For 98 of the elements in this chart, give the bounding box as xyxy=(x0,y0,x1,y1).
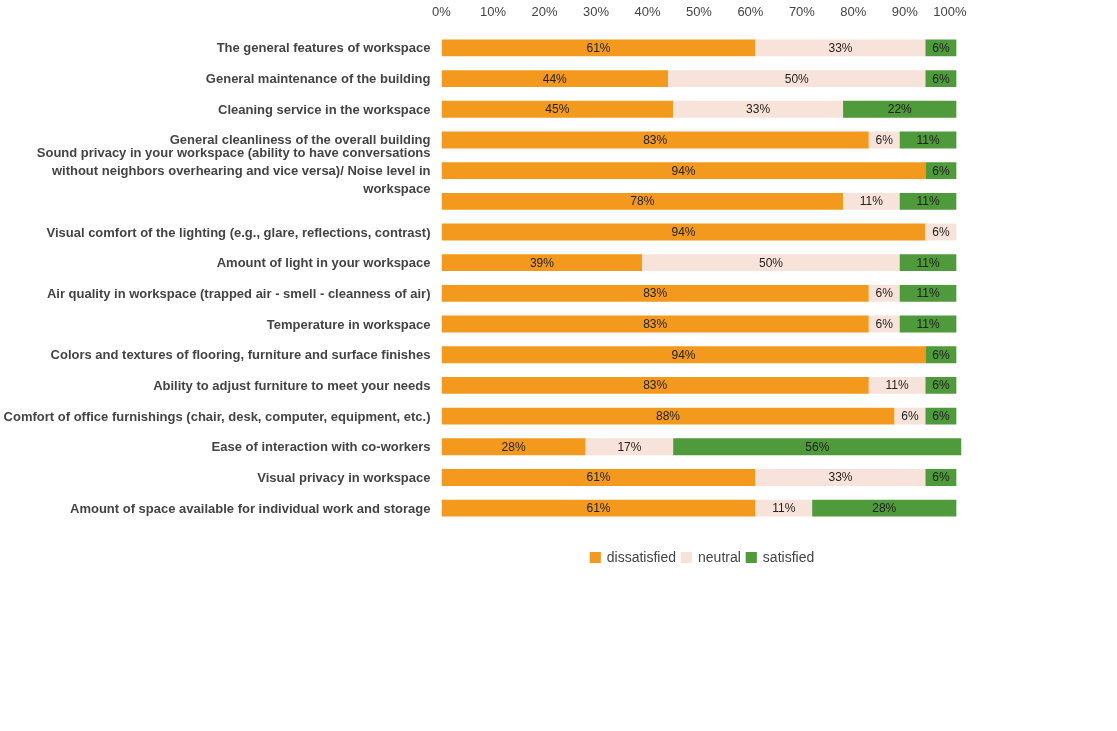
bar xyxy=(755,469,926,486)
data-label: 6% xyxy=(932,470,950,485)
data-label: 50% xyxy=(784,71,810,86)
bar xyxy=(441,315,869,333)
bar xyxy=(441,254,643,272)
data-label: 28% xyxy=(872,501,897,516)
bar xyxy=(673,438,962,456)
data-label: 11% xyxy=(916,255,940,270)
y-tick-label: Ease of interaction with co-workers xyxy=(211,439,431,455)
data-label: 17% xyxy=(617,439,642,454)
data-label: 6% xyxy=(901,409,920,424)
bar xyxy=(441,70,669,88)
bar xyxy=(441,131,869,149)
data-label: 6% xyxy=(932,378,950,393)
data-label: 11% xyxy=(916,194,940,209)
data-label: 11% xyxy=(916,286,940,301)
y-tick-label: Cleaning service in the workspace xyxy=(218,101,431,117)
data-label: 33% xyxy=(746,102,771,117)
bar xyxy=(441,223,926,241)
data-label: 56% xyxy=(805,439,830,454)
data-label: 61% xyxy=(586,470,611,485)
bar xyxy=(441,407,895,425)
legend-label: satisfied xyxy=(762,549,815,565)
bar xyxy=(843,100,957,118)
x-tick-label: 10% xyxy=(479,3,507,19)
bar xyxy=(812,499,957,517)
legend-label: dissatisfied xyxy=(606,549,677,565)
bar xyxy=(755,39,926,57)
data-label: 6% xyxy=(932,40,950,55)
y-tick-label: Colors and textures of flooring, furniture and surface finishes xyxy=(50,347,431,363)
y-tick-label: Temperature in workspace xyxy=(266,316,431,332)
y-tick-label: The general features of workspace xyxy=(216,40,431,56)
data-label: 45% xyxy=(545,102,570,117)
data-label: 33% xyxy=(828,40,853,55)
data-label: 6% xyxy=(875,317,894,332)
y-tick-label: Air quality in workspace (trapped air - smell - cleanness of air) xyxy=(46,285,431,301)
y-tick-label: Amount of light in your workspace xyxy=(216,255,431,271)
data-label: 6% xyxy=(932,225,950,239)
y-tick-label: Comfort of office furnishings (chair, desk, computer, equipment, etc.) xyxy=(3,408,431,424)
x-tick-label: 20% xyxy=(531,3,558,19)
y-tick-label: Visual privacy in workspace xyxy=(257,469,431,485)
bar xyxy=(441,284,869,302)
data-label: 78% xyxy=(630,194,655,209)
legend-label: neutral xyxy=(698,549,741,565)
bar xyxy=(441,499,756,517)
data-label: 6% xyxy=(932,347,950,362)
data-label: 6% xyxy=(932,163,950,178)
bar xyxy=(642,254,900,272)
data-label: 11% xyxy=(859,194,884,209)
bar xyxy=(441,438,586,456)
data-label: 28% xyxy=(501,439,526,454)
data-label: 11% xyxy=(916,317,940,332)
bar xyxy=(585,438,674,456)
bar xyxy=(668,70,926,88)
data-label: 50% xyxy=(759,255,784,270)
bar xyxy=(441,376,869,394)
bar xyxy=(441,192,844,210)
data-label: 94% xyxy=(671,225,696,239)
data-label: 11% xyxy=(885,378,910,393)
x-tick-label: 70% xyxy=(788,3,816,19)
x-tick-label: 50% xyxy=(685,3,713,19)
data-label: 6% xyxy=(875,132,894,147)
x-tick-label: 30% xyxy=(582,3,610,19)
x-tick-label: 100% xyxy=(933,3,967,19)
data-label: 61% xyxy=(586,501,611,516)
x-tick-label: 0% xyxy=(432,3,452,19)
y-tick-label: General maintenance of the building xyxy=(205,71,431,87)
y-tick-label: Visual comfort of the lighting (e.g., glare, reflections, contrast) xyxy=(46,224,431,240)
data-label: 6% xyxy=(932,71,950,86)
bar xyxy=(441,346,926,364)
x-tick-label: 80% xyxy=(840,3,867,19)
data-label: 44% xyxy=(542,71,568,86)
data-label: 6% xyxy=(932,409,950,424)
bar xyxy=(441,100,674,118)
data-label: 83% xyxy=(643,317,668,332)
data-label: 39% xyxy=(529,255,555,270)
x-tick-label: 40% xyxy=(634,3,661,19)
bar xyxy=(441,39,756,57)
data-label: 11% xyxy=(772,501,796,516)
bar xyxy=(441,162,926,180)
bar xyxy=(441,469,756,486)
data-label: 83% xyxy=(643,378,668,393)
x-tick-label: 90% xyxy=(891,3,919,19)
data-label: 94% xyxy=(671,347,696,362)
y-tick-label: Amount of space available for individual work and storage xyxy=(70,500,431,516)
y-tick-label: General cleanliness of the overall building xyxy=(169,132,431,148)
data-label: 6% xyxy=(875,286,894,301)
data-label: 22% xyxy=(887,102,913,117)
data-label: 88% xyxy=(656,409,681,424)
data-label: 33% xyxy=(828,470,853,485)
bar xyxy=(673,100,844,118)
data-label: 11% xyxy=(916,132,940,147)
x-tick-label: 60% xyxy=(737,3,764,19)
data-label: 83% xyxy=(643,132,668,147)
data-label: 94% xyxy=(671,163,696,178)
y-tick-label: Ability to adjust furniture to meet your needs xyxy=(153,377,431,393)
data-label: 83% xyxy=(643,286,668,301)
data-label: 61% xyxy=(586,40,611,55)
